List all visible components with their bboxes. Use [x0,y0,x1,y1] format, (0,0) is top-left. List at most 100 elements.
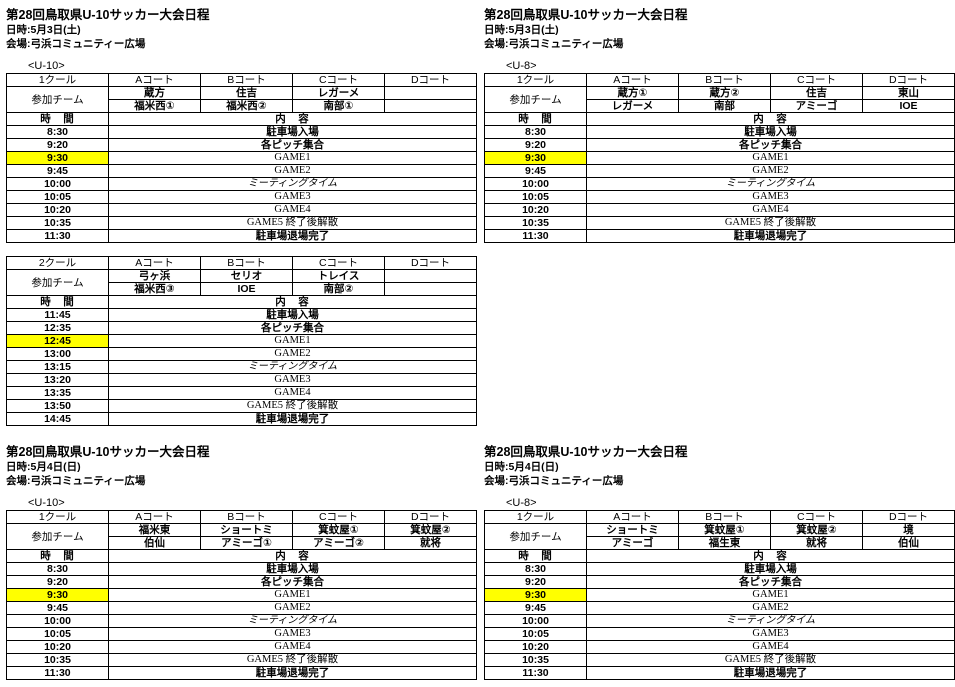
schedule-row: 11:30 駐車場退場完了 [6,229,477,243]
age-category-label: <U-10> [28,497,65,509]
content-cell: GAME5 終了後解散 [586,653,955,667]
schedule-table: 1クール Aコート Bコート Cコート Dコート 参加チーム 蔵方 住吉 レガーメ 福米西① 福米西… [6,73,477,243]
round-label: 2クール [6,256,109,270]
schedule-row: 10:05 GAME3 [484,627,955,641]
schedule-row: 10:05 GAME3 [484,190,955,204]
court-header: Cコート [292,510,385,524]
content-cell: 駐車場入場 [108,308,477,322]
content-cell: GAME4 [586,203,955,217]
schedule-row: 10:00 ミーティングタイム [484,177,955,191]
schedule-row: 9:45 GAME2 [484,601,955,615]
event-date: 日時:5月4日(日) [484,461,559,473]
schedule-row: 10:35 GAME5 終了後解散 [6,216,477,230]
age-category-label: <U-10> [28,60,65,72]
content-header: 内 容 [108,112,477,126]
team-name: レガーメ [292,86,385,100]
content-cell: GAME2 [108,164,477,178]
team-name: ショートミ [586,523,679,537]
schedule-block: 第28回鳥取県U-10サッカー大会日程 日時:5月4日(日) 会場:弓浜コミュニティ… [484,445,955,680]
time-cell: 9:20 [6,138,109,152]
schedule-row: 10:00 ミーティングタイム [6,614,477,628]
content-cell: GAME2 [586,164,955,178]
schedule-row: 8:30 駐車場入場 [6,562,477,576]
court-header: Dコート [384,510,477,524]
schedule-row: 10:35 GAME5 終了後解散 [484,653,955,667]
team-name: 箕蚊屋① [678,523,771,537]
schedule-block: 第28回鳥取県U-10サッカー大会日程 日時:5月3日(土) 会場:弓浜コミュニティ… [484,8,955,243]
team-name: レガーメ [586,99,679,113]
time-cell: 11:30 [484,666,587,680]
content-cell: 駐車場退場完了 [586,666,955,680]
content-cell: 駐車場退場完了 [586,229,955,243]
team-name: 就将 [384,536,477,550]
schedule-row: 9:45 GAME2 [6,601,477,615]
content-cell: GAME4 [108,203,477,217]
time-cell: 9:20 [484,575,587,589]
court-header: Dコート [862,73,955,87]
event-venue: 会場:弓浜コミュニティー広場 [484,475,624,487]
schedule-row: 11:30 駐車場退場完了 [6,666,477,680]
schedule-row: 9:45 GAME2 [484,164,955,178]
schedule-row: 13:35 GAME4 [6,386,477,400]
court-header: Aコート [108,256,201,270]
event-venue: 会場:弓浜コミュニティー広場 [484,38,624,50]
schedule-table: 2クール Aコート Bコート Cコート Dコート 参加チーム 弓ヶ浜 セリオ トレイス 福米西③ I… [6,256,477,426]
schedule-row: 13:00 GAME2 [6,347,477,361]
tournament-title: 第28回鳥取県U-10サッカー大会日程 [6,8,210,22]
team-name: 南部① [292,99,385,113]
content-cell: GAME2 [586,601,955,615]
court-header: Cコート [770,510,863,524]
court-header: Dコート [384,256,477,270]
schedule-table: 1クール Aコート Bコート Cコート Dコート 参加チーム 蔵方① 蔵方② 住吉 東山 レガーメ南… [484,73,955,243]
court-header: Bコート [678,73,771,87]
team-name: 伯仙 [108,536,201,550]
time-cell: 8:30 [6,125,109,139]
schedule-row: 11:30 駐車場退場完了 [484,229,955,243]
content-cell: GAME5 終了後解散 [108,216,477,230]
content-cell: GAME4 [108,640,477,654]
content-cell: 駐車場退場完了 [108,412,477,426]
content-cell: 駐車場退場完了 [108,666,477,680]
content-cell: ミーティングタイム [108,360,477,374]
time-cell-highlighted: 9:30 [6,151,109,165]
court-header: Bコート [200,73,293,87]
team-name: 蔵方② [678,86,771,100]
time-cell: 11:30 [6,666,109,680]
time-cell: 10:20 [484,640,587,654]
time-cell: 10:05 [484,190,587,204]
content-cell: GAME4 [108,386,477,400]
schedule-row: 9:20 各ピッチ集合 [6,138,477,152]
team-name: 蔵方① [586,86,679,100]
team-name: 福米西③ [108,282,201,296]
team-name: アミーゴ② [292,536,385,550]
teams-label: 参加チーム [484,523,587,550]
court-header: Aコート [108,510,201,524]
team-name: 南部② [292,282,385,296]
team-name: アミーゴ [770,99,863,113]
schedule-table: 1クール Aコート Bコート Cコート Dコート 参加チーム 福米東 ショートミ 箕蚊屋① 箕蚊屋… [6,510,477,680]
content-cell: GAME2 [108,347,477,361]
event-date: 日時:5月3日(土) [484,24,559,36]
time-cell: 10:20 [6,203,109,217]
court-header: Cコート [770,73,863,87]
content-cell: GAME3 [108,627,477,641]
time-cell: 8:30 [484,562,587,576]
schedule-row: 11:45 駐車場入場 [6,308,477,322]
court-header: Cコート [292,256,385,270]
schedule-row: 10:00 ミーティングタイム [484,614,955,628]
schedule-row: 9:30 GAME1 [484,588,955,602]
time-cell-highlighted: 9:30 [6,588,109,602]
teams-label: 参加チーム [6,269,109,296]
schedule-row: 9:45 GAME2 [6,164,477,178]
time-cell: 8:30 [6,562,109,576]
content-cell: 駐車場入場 [586,125,955,139]
team-name: セリオ [200,269,293,283]
court-header: Bコート [200,510,293,524]
content-cell: GAME3 [108,373,477,387]
schedule-row: 14:45 駐車場退場完了 [6,412,477,426]
tournament-title: 第28回鳥取県U-10サッカー大会日程 [484,445,688,459]
time-cell: 9:45 [484,601,587,615]
content-cell: GAME1 [586,588,955,602]
time-cell: 10:00 [484,177,587,191]
content-cell: GAME1 [586,151,955,165]
